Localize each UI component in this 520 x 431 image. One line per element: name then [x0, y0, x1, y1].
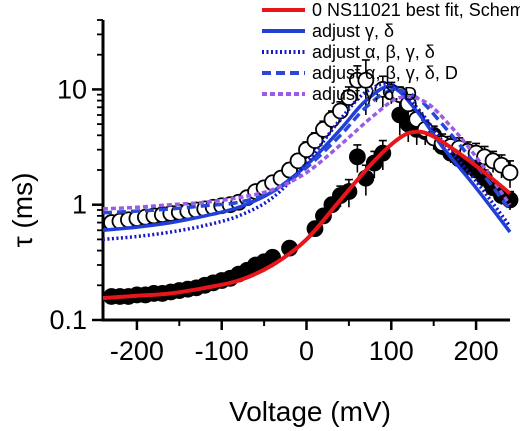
- legend: 0 NS11021 best fit, Scheme 2adjust γ, δa…: [262, 0, 520, 104]
- fit-curve: [102, 129, 512, 301]
- legend-label: adjust γ, δ: [312, 21, 394, 41]
- data-point: [340, 89, 358, 106]
- x-tick-label: 100: [369, 336, 414, 366]
- fit-curve: [102, 82, 512, 242]
- fit-curve: [102, 94, 512, 211]
- y-tick-label: 1: [72, 190, 87, 220]
- x-tick-label: 200: [454, 336, 499, 366]
- y-tick-label: 0.1: [49, 305, 87, 335]
- y-tick-label: 10: [57, 74, 87, 104]
- tick-labels: -200 -100 0 100 200 0.1 1 10: [49, 74, 498, 366]
- legend-label: 0 NS11021 best fit, Scheme 2: [312, 0, 520, 20]
- x-tick-label: 0: [299, 336, 314, 366]
- x-tick-label: -100: [195, 336, 249, 366]
- data-point: [289, 152, 307, 170]
- filled-circle-series: [103, 99, 519, 305]
- x-axis-label: Voltage (mV): [229, 396, 391, 427]
- legend-label: adjust α, β, γ, δ, D: [312, 63, 458, 83]
- legend-label: adjust α, β, γ, δ: [312, 42, 435, 62]
- legend-label: adjust γ, δ, D: [312, 84, 417, 104]
- data-point: [501, 164, 519, 181]
- fit-curve: [102, 85, 512, 234]
- data-points: [103, 59, 519, 305]
- x-tick-label: -200: [110, 336, 164, 366]
- y-axis-label: τ (ms): [7, 173, 38, 248]
- data-point: [332, 102, 349, 120]
- axes: [92, 19, 510, 330]
- fit-curves: [102, 82, 512, 301]
- open-circle-series: [103, 59, 519, 231]
- data-point: [357, 71, 375, 89]
- data-point: [348, 148, 366, 166]
- fit-curve: [102, 88, 512, 215]
